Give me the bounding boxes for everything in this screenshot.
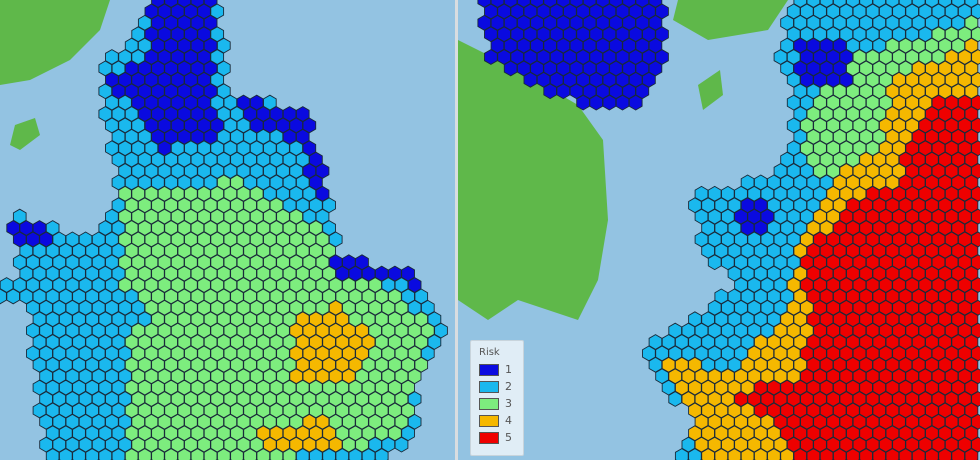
hex-cell-risk-1 <box>523 71 538 88</box>
hex-cell-risk-1 <box>556 83 571 100</box>
hex-cell-risk-2 <box>668 391 683 407</box>
legend-swatch <box>479 363 499 376</box>
legend-label: 1 <box>505 363 512 376</box>
legend-label: 3 <box>505 397 512 410</box>
hex-risk-map-left <box>0 0 448 460</box>
island <box>698 70 723 110</box>
hex-cell-risk-1 <box>615 94 630 111</box>
legend-item-4: 4 <box>479 412 523 429</box>
land-area <box>0 0 110 85</box>
hex-cell-risk-1 <box>576 94 590 111</box>
map-panel-left[interactable] <box>0 0 455 460</box>
land-area-ireland <box>458 40 608 320</box>
island <box>10 118 40 150</box>
legend-item-1: 1 <box>479 361 523 378</box>
hex-cell-risk-1 <box>589 94 604 111</box>
legend-title: Risk <box>479 347 500 358</box>
legend-item-2: 2 <box>479 378 523 395</box>
legend-swatch <box>479 431 499 444</box>
hex-cell-risk-1 <box>503 60 518 77</box>
panel-divider <box>455 0 458 460</box>
legend-label: 4 <box>505 414 512 427</box>
legend-item-5: 5 <box>479 429 523 446</box>
legend-swatch <box>479 414 499 427</box>
hex-risk-map-right <box>458 0 980 460</box>
map-panel-right[interactable] <box>458 0 980 460</box>
legend-swatch <box>479 380 499 393</box>
legend-label: 2 <box>505 380 512 393</box>
hex-cell-risk-2 <box>707 254 722 271</box>
hex-cell-risk-1 <box>484 49 498 65</box>
land-area-britain <box>673 0 788 40</box>
legend-label: 5 <box>505 431 512 444</box>
map-legend: Risk 1 2 3 4 5 <box>470 340 524 456</box>
hex-cell-risk-2 <box>6 288 20 305</box>
hex-cell-risk-1 <box>543 83 557 100</box>
hex-cell-risk-1 <box>602 94 617 111</box>
legend-swatch <box>479 397 499 410</box>
hex-cell-risk-2 <box>394 436 409 453</box>
legend-item-3: 3 <box>479 395 523 412</box>
hex-cell-risk-1 <box>628 94 643 111</box>
